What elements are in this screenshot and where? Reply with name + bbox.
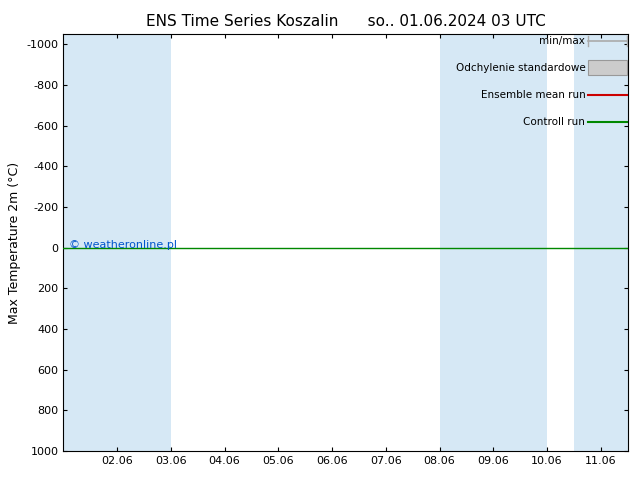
Point [113,245,121,251]
Text: Controll run: Controll run [524,117,585,127]
Bar [574,34,628,451]
Bar [117,34,171,451]
Point [113,245,121,251]
Point [110,245,117,251]
Point [110,245,117,251]
Y-axis label: Max Temperature 2m (°C): Max Temperature 2m (°C) [8,162,21,323]
Text: min/max: min/max [540,36,585,46]
Point [113,245,121,251]
Point [110,245,117,251]
Text: © weatheronline.pl: © weatheronline.pl [69,241,177,250]
Title: ENS Time Series Koszalin      so.. 01.06.2024 03 UTC: ENS Time Series Koszalin so.. 01.06.2024… [146,14,545,29]
Text: Odchylenie standardowe: Odchylenie standardowe [456,63,585,73]
Point [110,245,117,251]
Point [110,245,117,251]
Point [113,245,121,251]
Bar [493,34,547,451]
FancyBboxPatch shape [588,60,626,75]
Point [113,245,121,251]
Bar [63,34,117,451]
Bar [439,34,493,451]
Text: Ensemble mean run: Ensemble mean run [481,90,585,99]
